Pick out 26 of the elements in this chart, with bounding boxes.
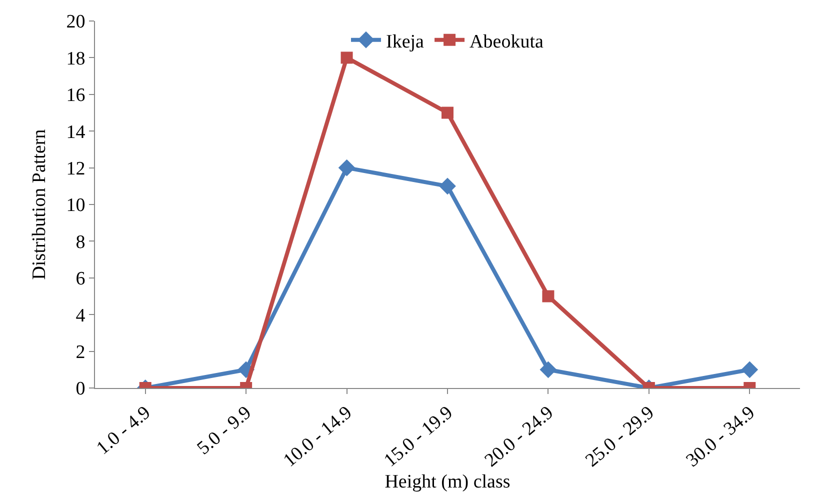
y-tick-label: 18 bbox=[66, 48, 86, 70]
x-tick-label: 25.0 - 29.9 bbox=[582, 402, 658, 472]
y-tick-label: 16 bbox=[66, 85, 86, 106]
y-tick-label: 2 bbox=[76, 342, 86, 363]
point bbox=[338, 159, 356, 176]
legend-label: Abeokuta bbox=[470, 31, 544, 52]
x-tick-label: 15.0 - 19.9 bbox=[380, 402, 457, 472]
y-axis-title: Distribution Pattern bbox=[29, 128, 50, 280]
x-tick-label: 20.0 - 24.9 bbox=[480, 402, 558, 472]
y-tick-label: 20 bbox=[66, 12, 86, 33]
legend-label: Ikeja bbox=[386, 31, 425, 52]
y-tick-label: 4 bbox=[76, 305, 86, 326]
x-tick-label: 30.0 - 34.9 bbox=[682, 402, 759, 472]
y-tick-label: 0 bbox=[76, 378, 86, 400]
x-axis-title: Height (m) class bbox=[384, 471, 510, 492]
point bbox=[439, 178, 456, 195]
y-tick-label: 6 bbox=[76, 268, 86, 290]
x-tick-label: 1.0 - 4.9 bbox=[92, 402, 155, 460]
y-tick-label: 10 bbox=[66, 195, 86, 216]
point bbox=[340, 52, 353, 64]
x-tick-label: 5.0 - 9.9 bbox=[193, 402, 256, 460]
y-tick-label: 14 bbox=[66, 122, 86, 143]
point bbox=[442, 106, 454, 119]
y-tick-label: 12 bbox=[66, 158, 86, 180]
x-tick-label: 10.0 - 14.9 bbox=[280, 402, 356, 472]
y-tick-label: 8 bbox=[76, 232, 86, 253]
